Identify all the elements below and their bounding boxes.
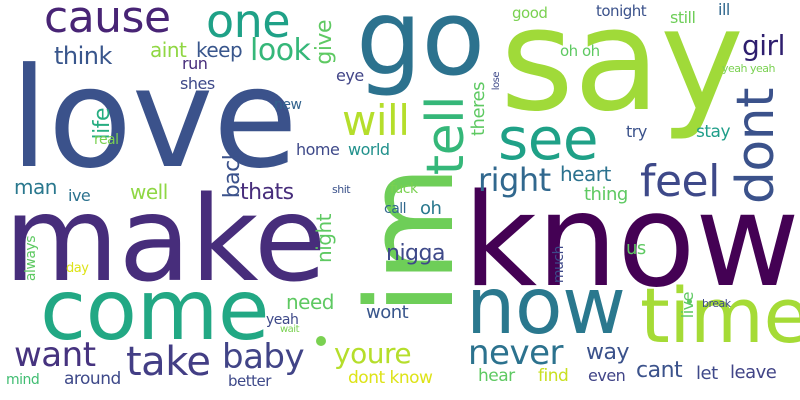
cloud-word: stay <box>696 122 731 142</box>
cloud-word: better <box>228 372 271 390</box>
cloud-word: heart <box>560 162 611 186</box>
cloud-word: nigga <box>386 241 445 266</box>
cloud-word: need <box>286 290 334 314</box>
cloud-word: know <box>463 167 800 316</box>
cloud-word: oh <box>420 198 442 219</box>
cloud-word: night <box>312 214 336 263</box>
cloud-word: tell <box>416 96 476 176</box>
cloud-word: see <box>498 105 599 173</box>
cloud-word: think <box>54 42 112 70</box>
cloud-word: let <box>696 363 718 384</box>
cloud-word: shit <box>332 183 351 196</box>
cloud-word: dont know <box>348 368 433 388</box>
cloud-word: never <box>468 333 563 373</box>
cloud-word: ive <box>68 186 91 205</box>
cloud-word: find <box>538 366 569 386</box>
cloud-word: real <box>94 132 119 148</box>
cloud-word: still <box>670 8 696 27</box>
cloud-word: cause <box>44 0 171 43</box>
cloud-word: aint <box>150 38 187 62</box>
cloud-word: around <box>64 369 121 389</box>
cloud-word: try <box>626 122 647 141</box>
cloud-word: world <box>348 140 390 159</box>
cloud-word: break <box>702 297 731 310</box>
cloud-word: always <box>23 236 39 282</box>
cloud-word: give <box>312 20 337 65</box>
cloud-word: go <box>356 0 485 99</box>
cloud-word: yeah <box>266 312 299 328</box>
cloud-word: make <box>4 170 326 308</box>
cloud-word: love <box>10 38 298 199</box>
cloud-word: home <box>296 140 340 159</box>
cloud-word: take <box>126 339 211 385</box>
cloud-word: now <box>466 262 626 352</box>
cloud-word: ill <box>718 0 730 19</box>
cloud-word: mind <box>6 372 40 388</box>
cloud-word: look <box>250 33 311 68</box>
cloud-word: right <box>478 161 551 199</box>
cloud-word: yeah yeah <box>722 62 775 75</box>
cloud-word: man <box>14 175 57 199</box>
cloud-word: oh oh <box>560 42 600 60</box>
cloud-word: say <box>500 0 744 143</box>
cloud-word: us <box>626 238 646 259</box>
cloud-word: thats <box>240 180 294 205</box>
cloud-word: live <box>678 292 697 319</box>
cloud-word: eye <box>336 66 364 85</box>
cloud-word: leave <box>730 362 777 383</box>
cloud-word: good <box>512 4 548 22</box>
cloud-word: wont <box>366 302 409 323</box>
dot-shape <box>316 336 326 346</box>
cloud-word: want <box>14 335 96 375</box>
cloud-word: new <box>274 97 302 113</box>
cloud-word: wait <box>280 324 300 335</box>
cloud-word: tonight <box>596 2 647 20</box>
cloud-word: girl <box>742 29 785 62</box>
cloud-word: will <box>342 96 410 145</box>
cloud-word: even <box>588 366 626 385</box>
cloud-word: lose <box>491 72 502 91</box>
cloud-word: one <box>206 0 291 48</box>
cloud-word: theres <box>468 82 489 136</box>
cloud-word: call <box>384 201 407 217</box>
cloud-word: dont <box>726 88 786 205</box>
cloud-word: come <box>40 261 270 359</box>
cloud-word: well <box>130 180 168 204</box>
cloud-word: fuck <box>390 181 418 197</box>
cloud-word: cant <box>636 358 683 383</box>
cloud-word: shes <box>180 74 215 93</box>
cloud-word: keep <box>196 38 243 62</box>
cloud-word: time <box>640 271 800 360</box>
cloud-word: thing <box>584 184 628 205</box>
cloud-word: much <box>551 246 567 284</box>
cloud-word: youre <box>334 337 412 370</box>
dot-shape <box>687 299 692 304</box>
cloud-word: day <box>66 261 89 276</box>
cloud-word: way <box>586 340 630 365</box>
cloud-word: run <box>182 54 208 73</box>
cloud-word: baby <box>222 337 305 377</box>
cloud-word: hear <box>478 366 515 386</box>
cloud-word: feel <box>640 156 720 207</box>
